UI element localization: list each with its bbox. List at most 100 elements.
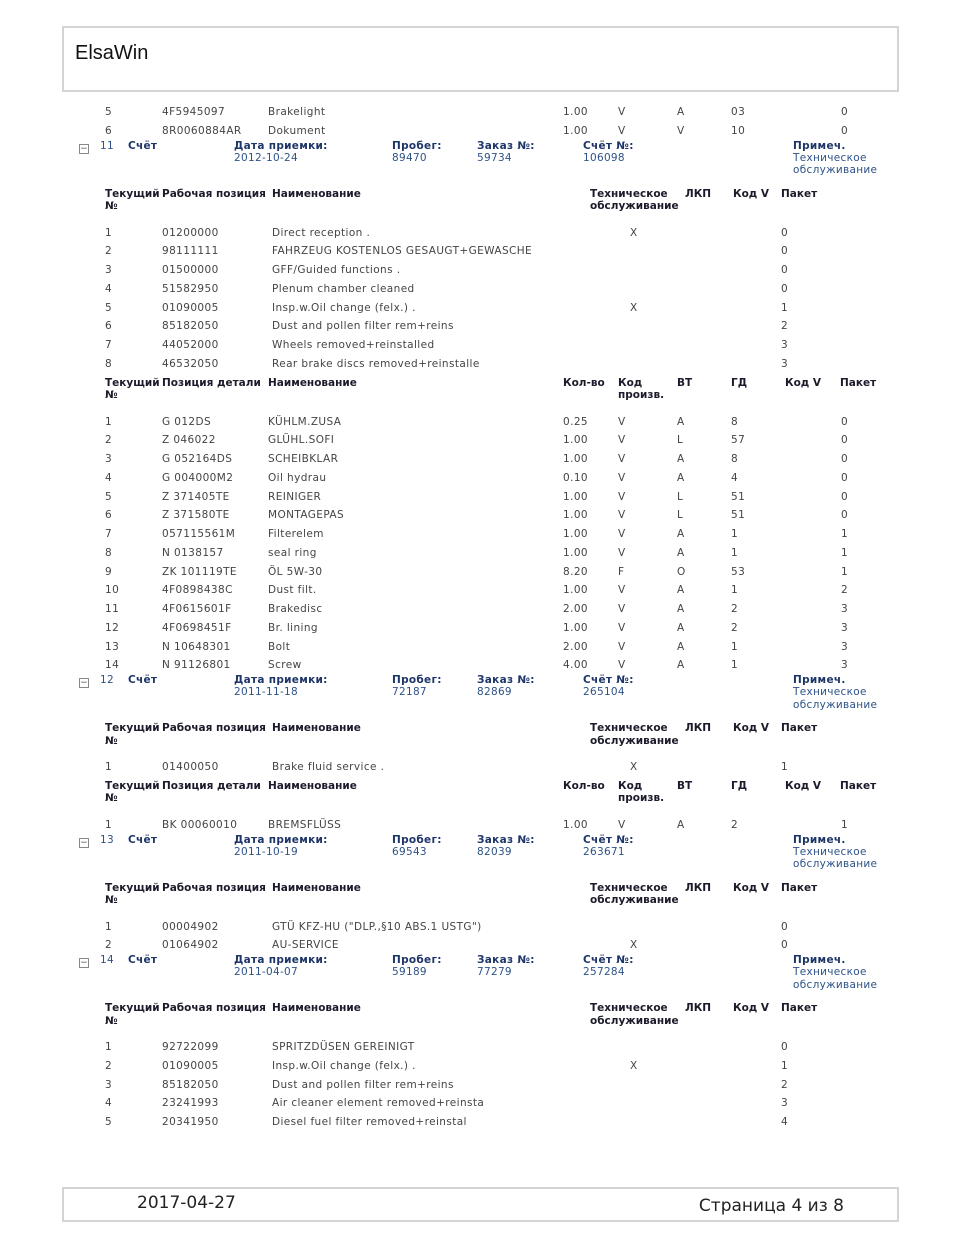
invoice-header: −11 Счёт Дата приемки: 2012-10-24 Пробег: 894… (0, 140, 960, 194)
collapse-toggle-icon[interactable]: − (79, 837, 89, 848)
work-name: GFF/Guided functions . (272, 264, 401, 276)
paint-mark-header: ЛКП (685, 187, 712, 200)
manufacturer-code: V (618, 640, 626, 653)
part-number: 4F0615601F (162, 603, 232, 615)
invoice-no-label: Счёт №: (583, 674, 634, 686)
row-number-header: Текущий № (105, 187, 160, 213)
work-code-header: Рабочая позиция (162, 881, 266, 894)
row-number: 13 (105, 640, 120, 653)
part-name: SCHEIBKLAR (268, 453, 339, 465)
row-number: 5 (105, 301, 113, 314)
work-code: 51582950 (162, 282, 219, 295)
mileage-value: 72187 (392, 686, 427, 698)
quantity: 0.25 (563, 415, 588, 428)
row-number: 5 (105, 1116, 113, 1128)
part-name: MONTAGEPAS (268, 509, 345, 522)
quantity: 1.00 (563, 434, 588, 447)
row-number-header: Текущий № (105, 779, 160, 805)
work-code: 92722099 (162, 1041, 219, 1053)
note-value: Техническое обслуживание (793, 151, 878, 177)
row-number: 4 (105, 1097, 113, 1110)
parts-row: 11 4F0615601F Brakedisc 2.00 V A 2 3 (0, 601, 960, 620)
code-v-header: Код V (733, 722, 770, 734)
collapse-toggle-icon[interactable]: − (79, 958, 89, 968)
work-name: Rear brake discs removed+reinstalle (272, 357, 480, 370)
note-label: Примеч. (793, 954, 846, 966)
date-label: Дата приемки: (234, 954, 328, 966)
work-row: 2 01090005 Insp.w.Oil change (felx.) . X 1 (0, 1058, 960, 1077)
invoice-index: 13 (100, 833, 114, 846)
quantity: 8.20 (563, 565, 588, 578)
package: 0 (841, 415, 849, 428)
footer-bar: 2017-04-27 Страница 4 из 8 (62, 1187, 899, 1222)
work-name: Insp.w.Oil change (felx.) . (272, 1059, 416, 1072)
gd: 51 (731, 509, 746, 522)
work-row: 8 46532050 Rear brake discs removed+reinst… (0, 356, 960, 375)
invoice-index: 11 (100, 139, 114, 152)
bt: A (677, 106, 685, 118)
work-row: 3 01500000 GFF/Guided functions . 0 (0, 262, 960, 281)
parts-row: 5 Z 371405TE REINIGER 1.00 V L 51 0 (0, 489, 960, 508)
work-table-header: Текущий № Рабочая позиция Наименование Техн… (0, 882, 960, 919)
manufacturer-code: V (618, 471, 626, 484)
package: 0 (781, 226, 789, 239)
row-number: 3 (105, 453, 113, 465)
part-name: ÖL 5W-30 (268, 565, 323, 578)
manufacturer-code: V (618, 528, 626, 540)
work-name: Diesel fuel filter removed+reinstal (272, 1116, 467, 1128)
package: 3 (841, 603, 849, 615)
order-value: 59734 (477, 151, 512, 164)
work-code: 23241993 (162, 1097, 219, 1110)
part-name: Screw (268, 659, 302, 672)
invoice-no-label: Счёт №: (583, 954, 634, 966)
order-label: Заказ №: (477, 674, 535, 686)
part-number: Z 046022 (162, 434, 216, 447)
invoice-label: Счёт (128, 954, 158, 966)
quantity: 2.00 (563, 603, 588, 615)
work-name: GTÜ KFZ-HU ("DLP.,§10 ABS.1 USTG") (272, 920, 482, 933)
work-name: FAHRZEUG KOSTENLOS GESAUGT+GEWASCHE (272, 245, 533, 258)
quantity: 1.00 (563, 546, 588, 559)
invoice-header: − 12 Счёт Дата приемки: 2011-11-18 Пробег: 721… (0, 674, 960, 728)
package: 2 (841, 584, 849, 597)
gd-header: ГД (731, 376, 748, 389)
work-name: Air cleaner element removed+reinsta (272, 1097, 485, 1110)
service-history: 5 4F5945097 Brakelight 1.00 V A 03 0 6 8R0060884A… (0, 104, 960, 1133)
part-number: 4F5945097 (162, 106, 226, 118)
work-code: 46532050 (162, 357, 219, 370)
row-number: 1 (105, 818, 113, 831)
work-code: 20341950 (162, 1116, 219, 1128)
work-table-header: Текущий № Рабочая позиция Наименование Техн… (0, 722, 960, 759)
parts-row: 6 Z 371580TE MONTAGEPAS 1.00 V L 51 0 (0, 507, 960, 526)
mileage-label: Пробег: (392, 833, 442, 846)
package: 0 (841, 124, 849, 137)
manufacturer-code: F (618, 565, 625, 578)
maintenance-mark: X (630, 226, 638, 239)
invoice-label: Счёт (128, 139, 158, 152)
date-value: 2012-10-24 (234, 151, 299, 164)
collapse-toggle-icon[interactable]: − (79, 678, 89, 688)
parts-row: 1 G 012DS KÜHLM.ZUSA 0.25 V A 8 0 (0, 414, 960, 433)
quantity: 1.00 (563, 818, 588, 831)
bt-header: ВТ (677, 779, 693, 792)
order-label: Заказ №: (477, 833, 535, 846)
gd: 1 (731, 640, 739, 653)
package: 0 (841, 509, 849, 522)
work-name: AU-SERVICE (272, 939, 339, 952)
row-number: 14 (105, 659, 120, 672)
work-name-header: Наименование (272, 1002, 361, 1014)
part-number: N 10648301 (162, 640, 231, 653)
bt: A (677, 546, 685, 559)
package-header: Пакет (840, 779, 877, 792)
manufacturer-code: V (618, 490, 626, 503)
parts-table-header: Текущий № Позиция детали Наименование Кол-в… (0, 780, 960, 817)
manufacturer-code-header: Код произв. (618, 779, 665, 805)
part-number: G 012DS (162, 415, 212, 428)
work-code: 01090005 (162, 1059, 219, 1072)
work-name: Wheels removed+reinstalled (272, 339, 435, 351)
bt: L (677, 490, 684, 503)
collapse-toggle-icon[interactable]: − (79, 143, 89, 154)
part-number: Z 371405TE (162, 490, 230, 503)
bt: A (677, 818, 685, 831)
part-name: Brakedisc (268, 603, 323, 615)
